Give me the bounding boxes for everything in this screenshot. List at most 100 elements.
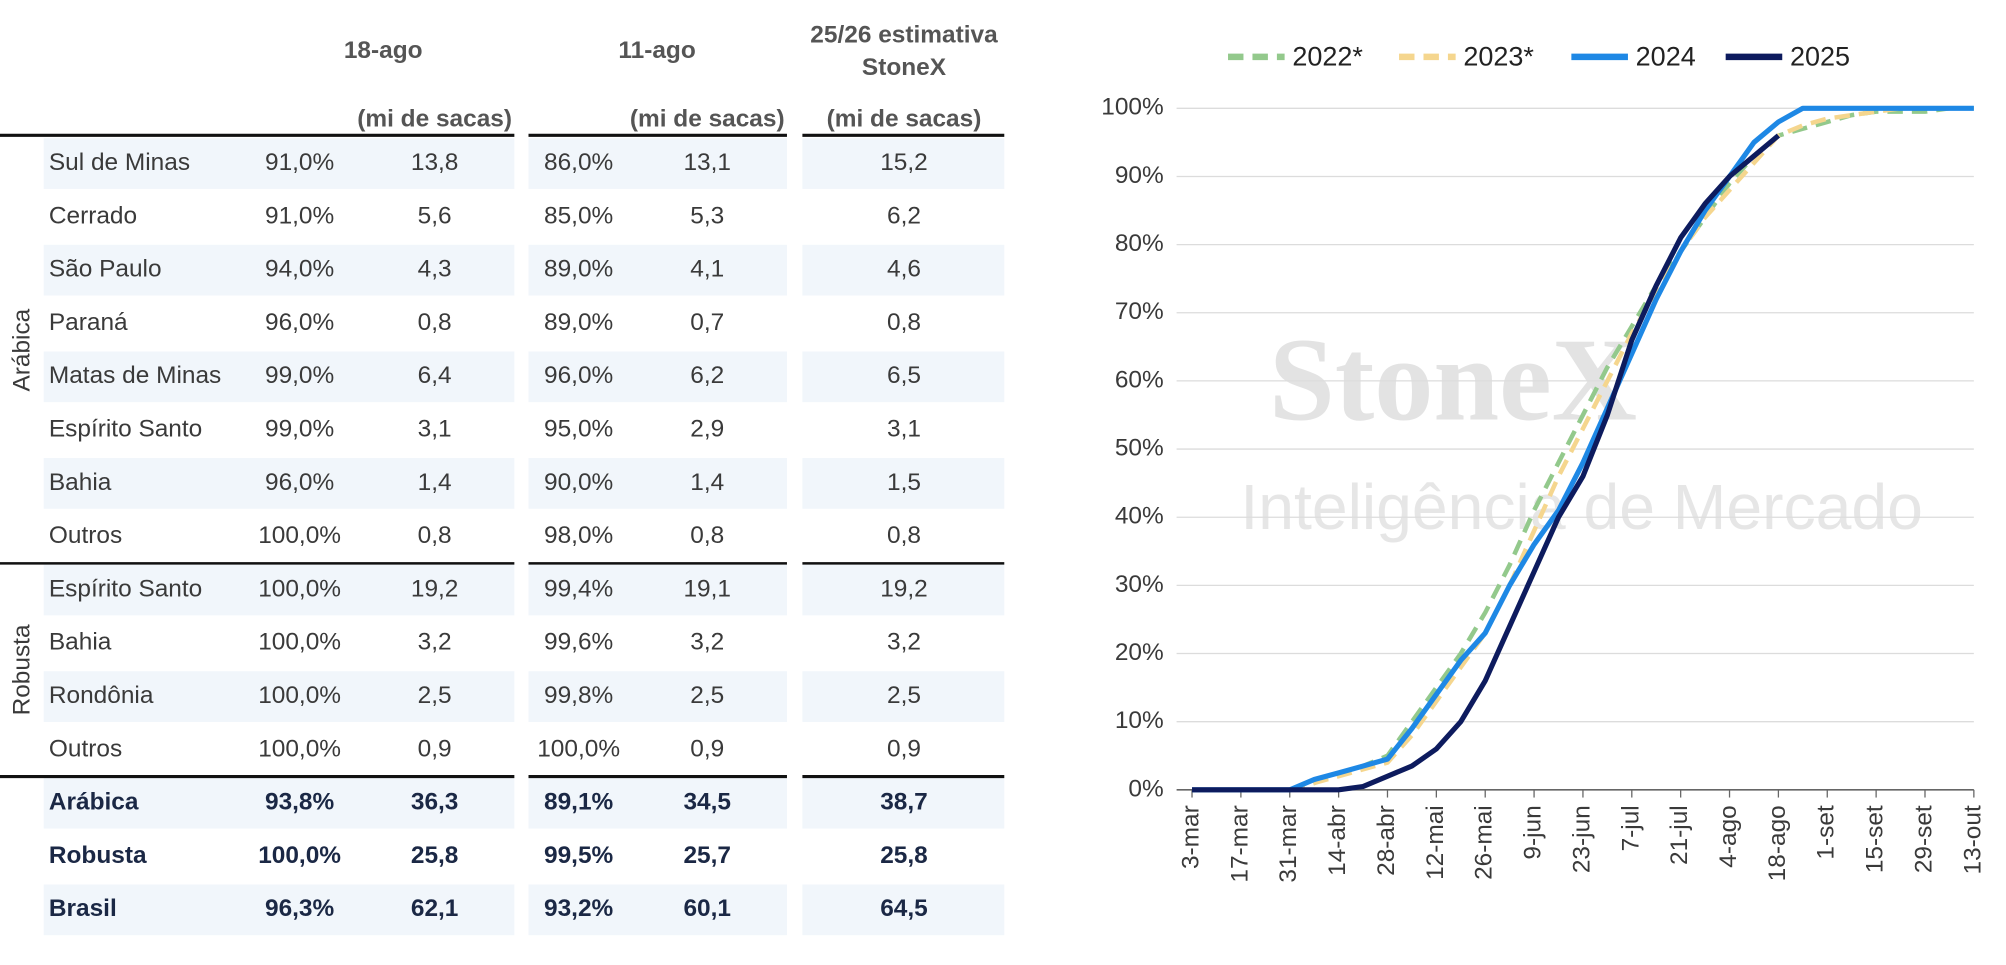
row-shade <box>802 458 1005 509</box>
legend-label: 2025 <box>1790 41 1850 71</box>
legend-label: 2022* <box>1292 41 1363 71</box>
cell: 25,8 <box>880 842 928 869</box>
group-label: Robusta <box>9 624 36 715</box>
cell: 60,1 <box>683 895 731 922</box>
x-tick-label: 9-jun <box>1520 805 1547 859</box>
cell: 13,1 <box>683 149 731 176</box>
x-tick-label: 12-mai <box>1422 805 1449 880</box>
row-shade <box>528 244 787 296</box>
row-label: Espírito Santo <box>49 416 202 443</box>
cell: 94,0% <box>265 256 334 283</box>
x-tick-label: 23-jun <box>1568 805 1595 873</box>
cell: 99,6% <box>544 629 613 656</box>
cell: 2,5 <box>690 682 724 709</box>
cell: 1,5 <box>887 469 921 496</box>
cell: 3,1 <box>418 416 452 443</box>
x-tick-label: 15-set <box>1862 805 1889 873</box>
cell: 1,4 <box>418 469 452 496</box>
column-header: 11-ago <box>618 37 695 64</box>
cell: 86,0% <box>544 149 613 176</box>
y-tick-label: 80% <box>1115 230 1164 257</box>
cell: 4,3 <box>418 256 452 283</box>
cell: 25,7 <box>683 842 731 869</box>
row-shade <box>802 564 1005 616</box>
row-shade <box>43 244 515 296</box>
x-tick-label: 4-ago <box>1715 805 1742 867</box>
cell: 38,7 <box>880 789 928 816</box>
cell: 89,0% <box>544 309 613 336</box>
row-shade <box>43 351 515 403</box>
row-shade <box>528 458 787 509</box>
row-shade <box>43 138 515 189</box>
cell: 100,0% <box>258 735 341 762</box>
x-tick-label: 29-set <box>1910 805 1937 873</box>
cell: 100,0% <box>258 629 341 656</box>
cell: 91,0% <box>265 202 334 229</box>
row-shade <box>43 671 515 722</box>
cell: 6,2 <box>887 202 921 229</box>
cell: 96,0% <box>544 362 613 389</box>
y-tick-label: 10% <box>1115 707 1164 734</box>
row-shade <box>528 564 787 616</box>
cell: 2,5 <box>887 682 921 709</box>
row-shade <box>43 884 515 936</box>
row-label: Brasil <box>49 895 117 922</box>
x-tick-label: 7-jul <box>1617 805 1644 851</box>
row-shade <box>802 777 1005 829</box>
cell: 0,8 <box>418 309 452 336</box>
cell: 19,2 <box>880 575 928 602</box>
cell: 6,4 <box>418 362 452 389</box>
y-tick-label: 20% <box>1115 639 1164 666</box>
cell: 0,9 <box>690 735 724 762</box>
cell: 19,2 <box>411 575 459 602</box>
x-tick-label: 31-mar <box>1275 805 1302 882</box>
cell: 98,0% <box>544 522 613 549</box>
row-label: Espírito Santo <box>49 575 202 602</box>
row-shade <box>528 884 787 936</box>
x-tick-label: 1-set <box>1813 805 1840 860</box>
line-series <box>1192 133 1781 793</box>
watermark: StoneX <box>1269 315 1637 446</box>
column-header: 18-ago <box>344 37 423 64</box>
cell: 99,0% <box>265 362 334 389</box>
cell: 64,5 <box>880 895 928 922</box>
x-tick-label: 18-ago <box>1764 805 1791 881</box>
cell: 34,5 <box>683 789 731 816</box>
cell: 95,0% <box>544 416 613 443</box>
row-shade <box>43 777 515 829</box>
legend-label: 2024 <box>1636 41 1696 71</box>
cell: 0,8 <box>887 522 921 549</box>
column-unit: (mi de sacas) <box>357 105 512 132</box>
cell: 0,9 <box>887 735 921 762</box>
cell: 5,3 <box>690 202 724 229</box>
y-tick-label: 60% <box>1115 366 1164 393</box>
row-shade <box>802 244 1005 296</box>
cell: 62,1 <box>411 895 459 922</box>
cell: 3,2 <box>690 629 724 656</box>
row-label: Outros <box>49 735 122 762</box>
cell: 36,3 <box>411 789 459 816</box>
x-tick-label: 14-abr <box>1324 805 1351 876</box>
cell: 93,8% <box>265 789 335 816</box>
column-unit: (mi de sacas) <box>827 105 982 132</box>
cell: 89,0% <box>544 256 613 283</box>
row-label: Outros <box>49 522 122 549</box>
row-label: Rondônia <box>49 682 154 709</box>
x-tick-label: 21-jul <box>1666 805 1693 865</box>
row-label: Cerrado <box>49 202 137 229</box>
cell: 99,4% <box>544 575 613 602</box>
cell: 3,2 <box>887 629 921 656</box>
y-tick-label: 30% <box>1115 571 1164 598</box>
x-tick-label: 26-mai <box>1471 805 1498 880</box>
cell: 3,1 <box>887 416 921 443</box>
cell: 0,9 <box>418 735 452 762</box>
cell: 15,2 <box>880 149 928 176</box>
cell: 3,2 <box>418 629 452 656</box>
cell: 100,0% <box>258 522 341 549</box>
cell: 89,1% <box>544 789 614 816</box>
row-shade <box>802 884 1005 936</box>
column-header: StoneX <box>862 54 947 81</box>
y-tick-label: 50% <box>1115 435 1164 462</box>
x-tick-label: 17-mar <box>1226 805 1253 882</box>
